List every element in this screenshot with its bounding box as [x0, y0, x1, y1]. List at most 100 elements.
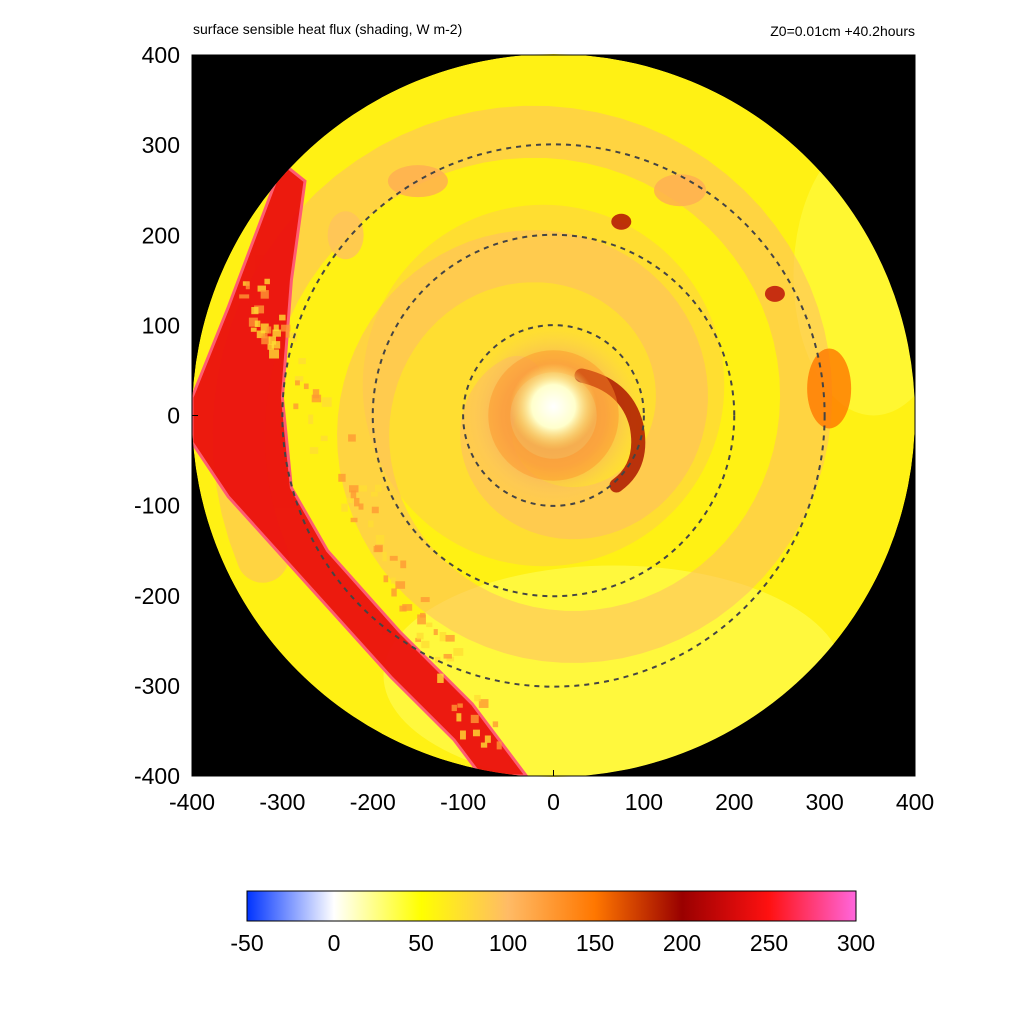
band-speckle	[433, 629, 438, 636]
band-speckle	[338, 473, 346, 482]
x-tick-label: 200	[715, 789, 753, 815]
band-speckle	[374, 484, 382, 492]
y-tick-label: 300	[142, 132, 180, 158]
band-speckle	[285, 330, 290, 338]
plot-title: surface sensible heat flux (shading, W m…	[193, 21, 463, 37]
x-tick-label: 100	[625, 789, 663, 815]
colorbar-tick-label: 50	[408, 930, 434, 956]
colorbar-ticks: -50 0 50 100 150 200 250 300	[230, 930, 875, 956]
band-speckle	[456, 713, 462, 722]
band-speckle	[261, 336, 271, 345]
band-speckle	[349, 485, 359, 493]
band-speckle	[446, 656, 455, 662]
band-speckle	[348, 434, 356, 442]
band-speckle	[457, 703, 463, 708]
band-speckle	[417, 614, 426, 625]
band-speckle	[294, 376, 304, 382]
band-speckle	[426, 622, 433, 628]
band-speckle	[256, 330, 266, 339]
band-speckle	[311, 394, 322, 403]
colorbar-gradient	[246, 890, 857, 922]
band-speckle	[480, 742, 488, 748]
band-speckle	[260, 323, 269, 334]
band-speckle	[382, 551, 387, 562]
band-speckle	[484, 735, 491, 743]
x-tick-label: -300	[259, 789, 305, 815]
band-speckle	[472, 729, 480, 737]
band-speckle	[303, 383, 309, 390]
band-speckle	[350, 517, 358, 523]
band-speckle	[421, 640, 430, 649]
inner-core-ring	[488, 350, 619, 481]
band-speckle	[281, 324, 291, 332]
band-speckle	[295, 380, 300, 386]
band-speckle	[250, 327, 257, 332]
band-speckle	[269, 349, 280, 359]
band-speckle	[254, 305, 265, 314]
y-tick-label: 200	[142, 222, 180, 248]
band-speckle	[371, 506, 379, 514]
band-speckle	[350, 490, 357, 499]
band-speckle	[358, 503, 364, 510]
band-speckle	[341, 503, 348, 512]
band-speckle	[321, 397, 332, 407]
band-speckle	[399, 605, 407, 612]
y-tick-label: -300	[134, 673, 180, 699]
band-speckle	[266, 326, 272, 334]
colorbar: -50 0 50 100 150 200 250 300	[230, 890, 875, 956]
band-speckle	[375, 535, 385, 545]
band-speckle	[391, 588, 397, 597]
x-tick-label: -400	[169, 789, 215, 815]
band-speckle	[492, 721, 499, 728]
band-speckle	[415, 637, 422, 642]
x-tick-label: 0	[547, 789, 560, 815]
y-tick-label: -400	[134, 763, 180, 789]
y-tick-label: 0	[167, 403, 180, 429]
y-tick-label: -100	[134, 493, 180, 519]
band-speckle	[248, 317, 258, 327]
colorbar-tick-label: 150	[576, 930, 614, 956]
band-speckle	[460, 730, 466, 740]
band-speckle	[354, 497, 360, 507]
band-speckle	[496, 741, 502, 750]
band-speckle	[267, 343, 274, 350]
band-speckle	[453, 648, 464, 656]
band-speckle	[389, 555, 398, 561]
band-speckle	[309, 447, 319, 454]
colorbar-tick-label: 100	[489, 930, 527, 956]
band-speckle	[251, 307, 259, 315]
band-speckle	[420, 597, 430, 603]
flux-patch	[327, 211, 364, 260]
y-tick-label: -200	[134, 583, 180, 609]
band-speckle	[254, 320, 261, 327]
band-speckle	[371, 491, 378, 497]
band-speckle	[239, 294, 250, 299]
y-tick-label: 100	[142, 312, 180, 338]
eyewall-max	[574, 368, 646, 493]
flux-patch	[654, 174, 707, 207]
colorbar-tick-label: 300	[837, 930, 875, 956]
colorbar-tick-label: 200	[663, 930, 701, 956]
colorbar-tick-label: 0	[328, 930, 341, 956]
band-speckle	[390, 577, 396, 584]
range-circle-100	[462, 324, 645, 507]
band-speckle	[445, 634, 455, 642]
band-speckle	[434, 656, 441, 663]
band-speckle	[395, 581, 406, 589]
band-speckle	[451, 704, 457, 712]
range-circle-300	[281, 143, 826, 688]
band-speckle	[474, 694, 481, 702]
band-speckle	[346, 497, 353, 504]
band-speckle	[245, 281, 250, 290]
spiral-band	[212, 105, 833, 663]
band-speckle	[268, 336, 277, 345]
x-tick-label: 300	[805, 789, 843, 815]
dashed-range-circles	[281, 143, 826, 688]
flux-patch	[807, 348, 852, 429]
band-speckle	[264, 278, 270, 285]
plot-area	[191, 54, 916, 777]
band-speckle	[374, 544, 383, 552]
band-speckle	[298, 358, 306, 365]
band-speckle	[273, 324, 279, 332]
